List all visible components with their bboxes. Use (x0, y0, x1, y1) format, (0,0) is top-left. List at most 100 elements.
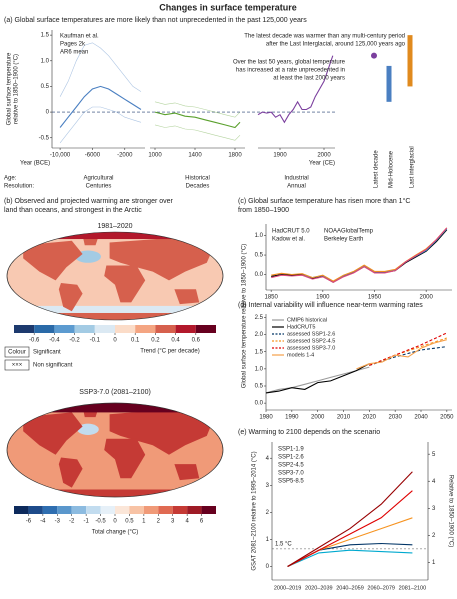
colorbar-label: Total change (°C) (92, 530, 138, 536)
panel-title: (e) Warming to 2100 depends on the scena… (238, 429, 380, 436)
colorbar-tick-label: -6 (26, 519, 32, 525)
colorbar-tick-label: 0.2 (151, 338, 160, 344)
range-bar (386, 65, 392, 102)
x-tick-label: 1900 (316, 295, 330, 301)
panel-title: land than oceans, and strongest in the A… (4, 207, 142, 214)
legend-label: assessed SSP3-7.0 (287, 345, 335, 351)
x-tick-label: 1850 (264, 295, 278, 301)
colorbar-swatch (155, 325, 176, 333)
range-bar (407, 35, 413, 87)
colorbar-swatch (54, 325, 75, 333)
arctic (6, 403, 223, 413)
legend-box (4, 359, 30, 371)
series-line (59, 85, 142, 128)
legend-label: SSP1-2.6 (278, 455, 304, 461)
map-title: 1981–2020 (97, 223, 132, 230)
colorbar-tick-label: 4 (185, 519, 189, 525)
legend-label: CMIP6 historical (287, 317, 327, 323)
series-line (287, 490, 413, 567)
resolution-label: Decades (186, 184, 210, 190)
band-edge (59, 106, 142, 144)
panel-title: (d) Internal variability will influence … (238, 302, 423, 309)
colorbar-tick-label: -0.1 (90, 338, 101, 344)
annotation: The latest decade was warmer than any mu… (244, 34, 405, 40)
annotation: after the Last Interglacial, around 125,… (266, 42, 406, 48)
colorbar-swatch (28, 506, 43, 514)
series-line (287, 549, 413, 568)
series-line (369, 337, 447, 366)
series-line (257, 55, 334, 124)
y-tick-label: 0.0 (255, 272, 264, 278)
age-label: Historical (185, 176, 210, 182)
y2-axis-label: Relative to 1850–1900 (°C) (447, 475, 453, 547)
series-line (265, 363, 370, 394)
legend-label: Non significant (33, 363, 73, 369)
colorbar-tick-label: -1 (83, 519, 89, 525)
reference-label: 1.5 °C (275, 541, 292, 547)
colorbar-tick-label: -2 (69, 519, 75, 525)
y-tick-label: 0.5 (255, 384, 264, 390)
y-tick-label: 1.5 (255, 349, 264, 355)
colorbar-swatch (74, 325, 95, 333)
x-axis-label: Year (CE) (309, 161, 335, 167)
legend-label: assessed SSP1-2.6 (287, 331, 335, 337)
x-tick-label: 2040 (414, 415, 428, 421)
y-tick-label: 1.0 (41, 58, 50, 64)
x-tick-label: 1950 (368, 295, 382, 301)
colorbar-swatch (100, 506, 115, 514)
band-edge (59, 42, 142, 97)
legend-label: NOAAGlobalTemp (324, 229, 374, 235)
series-line (271, 227, 448, 282)
colorbar-tick-label: -0.4 (49, 338, 60, 344)
point (371, 52, 377, 59)
y2-tick-label: 3 (432, 506, 436, 512)
x-tick-label: -6000 (85, 153, 101, 159)
colorbar-tick-label: 0.4 (171, 338, 180, 344)
colorbar-tick-label: -0.2 (69, 338, 80, 344)
x-axis-label: Year (BCE) (20, 161, 50, 167)
x-tick-label: 2040–2059 (336, 585, 364, 591)
colorbar-swatch (158, 506, 173, 514)
row-label: Age: (4, 176, 17, 182)
legend-label: Kaufman et al. (60, 34, 99, 40)
colorbar-tick-label: 2 (157, 519, 161, 525)
colorbar-swatch (14, 506, 29, 514)
legend-label: Pages 2k (60, 42, 86, 48)
y-axis-label: GSAT 2081–2100 relative to 1995–2014 (°C… (252, 451, 258, 570)
colorbar-swatch (143, 506, 159, 514)
colorbar-tick-label: 3 (171, 519, 175, 525)
series-line (287, 517, 413, 567)
x-tick-label: -2000 (117, 153, 133, 159)
colorbar-swatch (115, 506, 130, 514)
panel-title: from 1850–1900 (238, 207, 289, 214)
x-tick-label: 1800 (228, 153, 242, 159)
x-tick-label: 1400 (188, 153, 202, 159)
x-tick-label: 2010 (337, 415, 351, 421)
x-tick-label: 2000 (311, 415, 325, 421)
y2-tick-label: 2 (432, 533, 436, 539)
y-tick-label: 2.5 (255, 315, 264, 321)
colorbar-swatch (175, 325, 196, 333)
y-tick-label: 1.0 (255, 233, 264, 239)
colorbar-tick-label: -3 (55, 519, 61, 525)
x-tick-label: 2000 (317, 153, 331, 159)
colorbar-swatch (115, 325, 136, 333)
y-tick-label: 0 (46, 110, 50, 116)
x-tick-label: 1980 (259, 415, 273, 421)
y2-tick-label: 4 (432, 479, 436, 485)
y-tick-label: 2 (266, 510, 270, 516)
band-edge (154, 124, 241, 141)
series-line (369, 332, 448, 366)
colorbar-tick-label: 1 (142, 519, 146, 525)
y-tick-label: 0.5 (41, 84, 50, 90)
map-outline (6, 231, 224, 321)
legend-label: assessed SSP2-4.5 (287, 338, 335, 344)
y-axis-label: Global surface temperature (7, 52, 13, 125)
x-tick-label: 2050 (440, 415, 454, 421)
legend-label: HadCRUT5 (287, 324, 315, 330)
colorbar-swatch (172, 506, 188, 514)
resolution-label: Centuries (86, 184, 112, 190)
annotation: has increased at a rate unprecedented in (236, 68, 345, 74)
